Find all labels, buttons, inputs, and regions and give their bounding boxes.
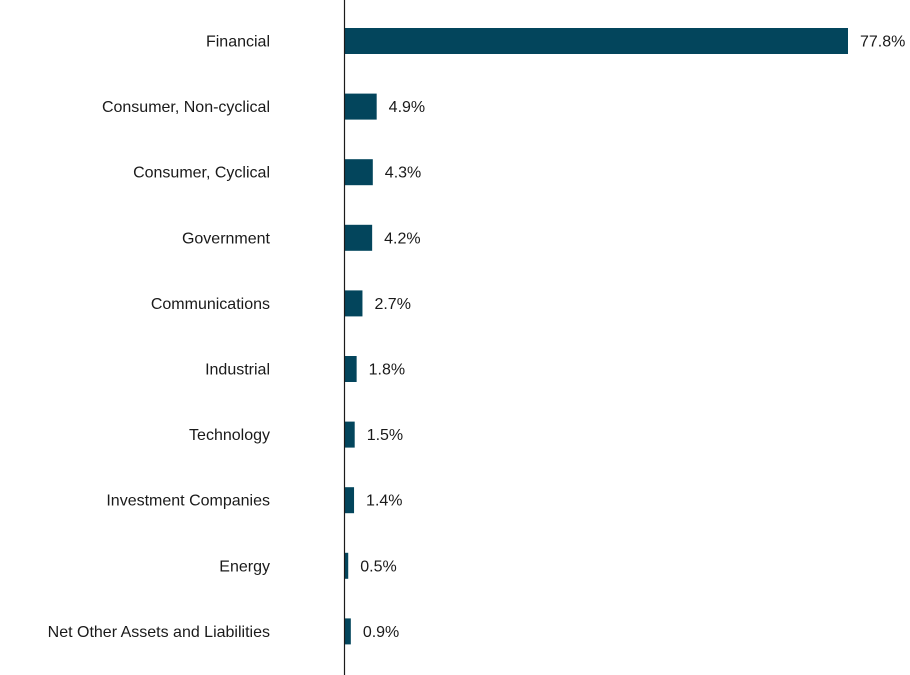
value-label: 77.8% xyxy=(860,34,905,51)
bars xyxy=(345,28,848,645)
category-label: Consumer, Non-cyclical xyxy=(102,99,270,116)
bar xyxy=(345,224,373,251)
category-labels: Financial Consumer, Non-cyclical Consumer,… xyxy=(48,34,271,641)
value-label: 2.7% xyxy=(374,296,410,313)
bar xyxy=(345,552,349,579)
bar xyxy=(345,28,848,54)
value-label: 4.3% xyxy=(385,165,421,182)
category-label: Industrial xyxy=(205,362,270,379)
value-label: 1.8% xyxy=(369,362,405,379)
category-label: Financial xyxy=(206,34,270,51)
category-label: Government xyxy=(182,230,271,247)
bar xyxy=(345,93,377,120)
category-label: Energy xyxy=(219,558,270,575)
category-label: Communications xyxy=(151,296,270,313)
bar xyxy=(345,356,357,382)
value-labels: 77.8% 4.9% 4.3% 4.2% 2.7% 1.8% 1.5% 1.4% 0.5% 0.9… xyxy=(360,34,905,641)
value-label: 4.9% xyxy=(389,99,425,116)
value-label: 0.9% xyxy=(363,624,399,641)
value-label: 0.5% xyxy=(360,558,396,575)
category-label: Consumer, Cyclical xyxy=(133,165,270,182)
category-label: Investment Companies xyxy=(106,493,270,510)
bar xyxy=(345,487,355,514)
value-label: 4.2% xyxy=(384,230,420,247)
bar xyxy=(345,159,373,186)
value-label: 1.5% xyxy=(367,427,403,444)
category-label: Technology xyxy=(189,427,270,444)
category-label: Net Other Assets and Liabilities xyxy=(48,624,270,641)
value-label: 1.4% xyxy=(366,493,402,510)
bar xyxy=(345,290,363,317)
bar xyxy=(345,618,351,645)
bar xyxy=(345,421,355,448)
